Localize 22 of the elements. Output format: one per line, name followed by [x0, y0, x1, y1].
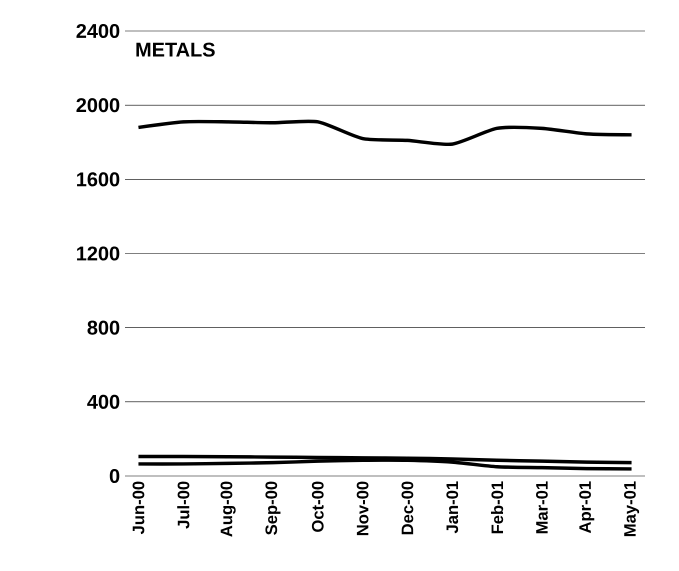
- x-tick-label: Aug-00: [220, 482, 236, 537]
- y-tick-label: 400: [87, 394, 120, 409]
- x-tick-label: Oct-00: [312, 482, 324, 532]
- x-tick-label: Jul-00: [177, 482, 190, 529]
- y-tick-label: 2000: [76, 98, 120, 112]
- y-tick-label: 1200: [77, 246, 120, 261]
- x-tick-label: Jun-00: [132, 482, 144, 534]
- y-tick-label: 1600: [77, 172, 120, 186]
- x-tick-label: Nov-00: [356, 482, 368, 536]
- x-tick-label: May-01: [624, 481, 640, 536]
- x-tick-label: Feb-01: [490, 481, 504, 534]
- y-tick-label: 0: [110, 468, 120, 484]
- chart-title: METALS: [136, 42, 215, 57]
- x-tick-label: Mar-01: [536, 481, 548, 534]
- x-tick-label: Sep-00: [265, 482, 280, 535]
- x-tick-label: Dec-00: [402, 482, 414, 534]
- y-tick-label: 2400: [76, 24, 120, 38]
- x-tick-label: Jan-01: [446, 481, 458, 534]
- line-series: [136, 120, 634, 146]
- x-tick-label: Apr-01: [579, 481, 594, 534]
- line-series: [136, 458, 634, 471]
- y-tick-label: 800: [87, 320, 120, 335]
